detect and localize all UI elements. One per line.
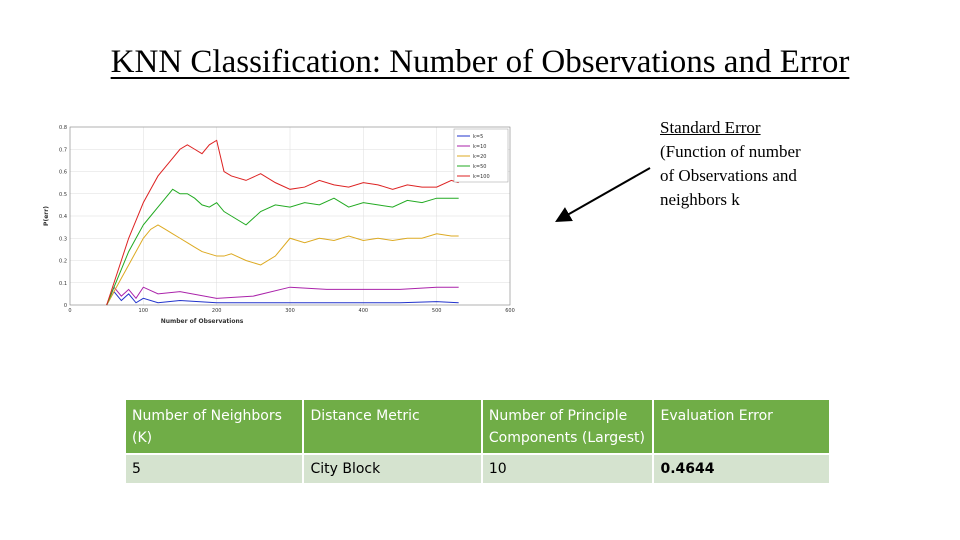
y-tick-label: 0.6: [59, 170, 67, 176]
y-tick-label: 0.2: [59, 259, 67, 265]
series-line-k50: [106, 188, 459, 306]
y-tick-label: 0.1: [59, 281, 67, 287]
y-tick-label: 0.8: [59, 125, 67, 131]
legend-entry: k=50: [473, 164, 486, 170]
slide-title: KNN Classification: Number of Observatio…: [0, 44, 960, 81]
series-line-k10: [106, 286, 459, 306]
error-chart-svg: 0 100 200 300 400 500 600 0 0.1 0.2 0.3 0.4 0.5 0.6 0.…: [43, 125, 515, 325]
series-line-k5: [106, 290, 459, 306]
x-axis-label: Number of Observations: [161, 318, 244, 325]
header-distance-metric: Distance Metric: [303, 400, 483, 455]
y-axis-label: P(err): [43, 206, 50, 226]
annotation-line-1: Standard Error: [660, 118, 761, 137]
header-principal-components: Number of Principle Components (Largest): [481, 400, 655, 455]
x-tick-label: 300: [285, 308, 295, 314]
cell-evaluation-error: 0.4644: [653, 454, 831, 483]
y-tick-label: 0.4: [59, 214, 67, 220]
series-line-k100: [106, 139, 459, 306]
x-tick-label: 100: [139, 308, 149, 314]
legend-entry: k=20: [473, 154, 486, 160]
annotation-line-2: (Function of number: [660, 142, 801, 161]
annotation-text: Standard Error (Function of number of Ob…: [660, 116, 860, 212]
legend-entry: k=10: [473, 144, 486, 150]
x-tick-label: 400: [359, 308, 369, 314]
series-line-k20: [106, 224, 459, 306]
annotation-line-4: neighbors k: [660, 190, 740, 209]
results-table: Number of Neighbors (K) Distance Metric …: [126, 400, 831, 483]
slide-title-text: KNN Classification: Number of Observatio…: [110, 44, 850, 80]
y-tick-label: 0: [64, 303, 67, 309]
chart-series: [106, 139, 459, 306]
legend-entry: k=100: [473, 174, 490, 180]
header-evaluation-error: Evaluation Error: [653, 400, 831, 455]
table-header-row: Number of Neighbors (K) Distance Metric …: [126, 400, 831, 455]
header-neighbors: Number of Neighbors (K): [126, 400, 305, 455]
y-tick-label: 0.3: [59, 236, 67, 242]
cell-distance-metric: City Block: [303, 454, 483, 483]
cell-principal-components: 10: [481, 454, 655, 483]
error-chart: 0 100 200 300 400 500 600 0 0.1 0.2 0.3 0.4 0.5 0.6 0.…: [34, 118, 524, 333]
x-tick-label: 600: [505, 308, 515, 314]
annotation-arrow: [555, 167, 651, 222]
table-row: 5 City Block 10 0.4644: [126, 454, 831, 483]
legend-entry: k=5: [473, 134, 483, 140]
chart-grid: [69, 126, 511, 306]
y-tick-label: 0.7: [59, 147, 67, 153]
y-tick-label: 0.5: [59, 192, 67, 198]
plot-frame: [69, 126, 511, 306]
x-tick-label: 500: [432, 308, 442, 314]
cell-neighbors: 5: [126, 454, 305, 483]
annotation-line-3: of Observations and: [660, 166, 797, 185]
x-tick-label: 0: [68, 308, 71, 314]
x-tick-label: 200: [212, 308, 222, 314]
chart-legend: k=5 k=10 k=20 k=50 k=100: [453, 128, 509, 183]
axis-ticks: 0 100 200 300 400 500 600 0 0.1 0.2 0.3 0.4 0.5 0.6 0.…: [59, 125, 515, 314]
